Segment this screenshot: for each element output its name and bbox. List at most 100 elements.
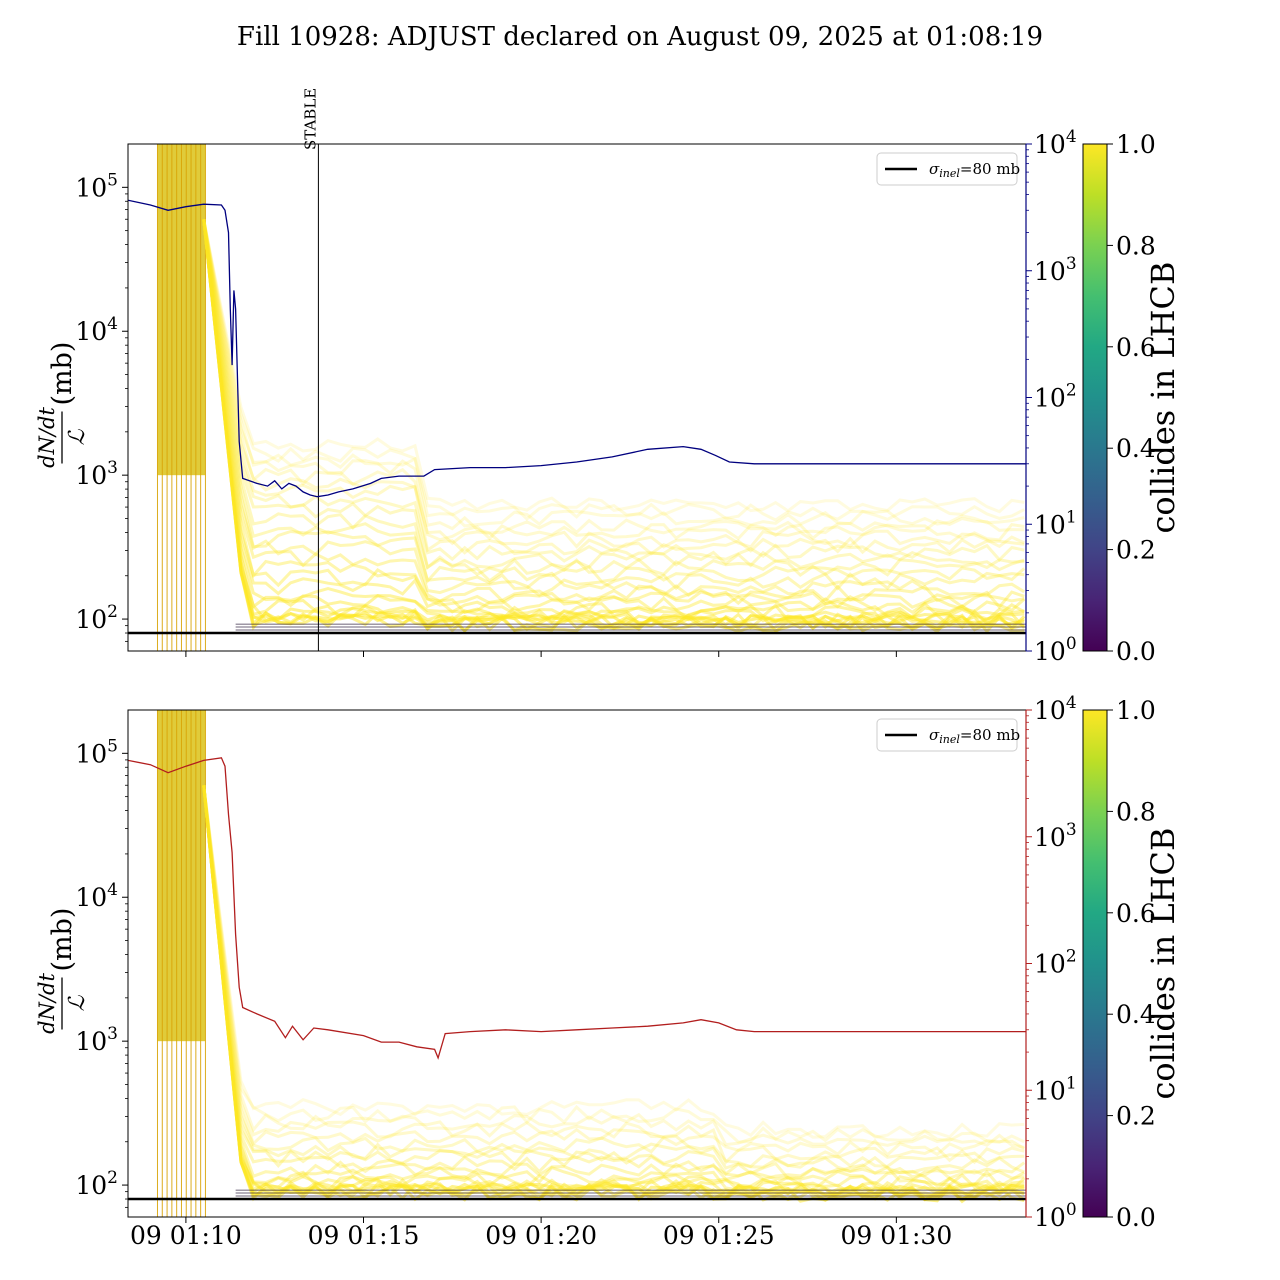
overlay-curve: [202, 219, 1025, 542]
stable-marker: STABLE: [301, 88, 319, 651]
right-tick-label: 101: [1034, 507, 1077, 539]
overlay-curve: [202, 785, 1025, 1189]
right-tick-label-exponent: 1: [1066, 507, 1077, 527]
y-title-denominator: ℒ: [65, 428, 90, 445]
overlay-curve: [202, 785, 1025, 1144]
legend-box: [876, 152, 1018, 186]
legend-sigma: σ: [929, 726, 940, 744]
y-tick-label-base: 10: [75, 605, 107, 634]
overlay-band-top: [156, 144, 1026, 651]
overlay-curve: [202, 785, 1025, 1197]
colorbar-tick-label: 0.8: [1116, 797, 1156, 826]
y-tick-label-base: 10: [75, 461, 107, 490]
y-title-unit: (mb): [47, 342, 78, 406]
right-tick-label-exponent: 3: [1066, 254, 1077, 274]
overlay-curve: [202, 219, 1026, 585]
colorbar-tick-label: 0.0: [1116, 1203, 1156, 1232]
right-tick-label-exponent: 3: [1066, 820, 1077, 840]
y-tick-label-base: 10: [75, 317, 107, 346]
right-tick-label: 100: [1034, 634, 1077, 666]
x-tick-label: 09 01:15: [308, 1221, 420, 1250]
legend-subscript: inel: [939, 167, 960, 180]
overlay-curve: [202, 785, 1025, 1201]
right-tick-label-base: 10: [1034, 384, 1066, 413]
y-label-top: dN/dt ℒ (mb): [35, 342, 90, 468]
overlay-curve: [202, 785, 1025, 1200]
legend-box: [876, 718, 1018, 752]
stable-label: STABLE: [301, 88, 319, 150]
overlay-curve: [202, 219, 1025, 633]
right-tick-label-base: 10: [1034, 1076, 1066, 1105]
x-axis-top: [185, 651, 897, 657]
overlay-curve: [202, 785, 1026, 1181]
overlay-curve: [202, 219, 1025, 522]
right-tick-label: 100: [1034, 1200, 1077, 1232]
right-tick-label-base: 10: [1034, 257, 1066, 286]
x-axis-bottom: 09 01:10 09 01:15 09 01:20 09 01:25 09 01:30: [130, 1217, 952, 1250]
x-tick-label: 09 01:20: [485, 1221, 597, 1250]
right-tick-label-exponent: 4: [1066, 693, 1077, 713]
colorbar-top: 0.0 0.2 0.4 0.6 0.8 1.0 collides in LHCB: [1082, 130, 1182, 666]
right-tick-label-exponent: 0: [1066, 1200, 1077, 1220]
colorbar-tick-label: 0.2: [1116, 1102, 1156, 1131]
y-tick-label-exponent: 2: [107, 602, 118, 622]
colorbar-tick-label: 0.8: [1116, 231, 1156, 260]
overlay-curve: [202, 785, 1026, 1193]
right-tick-label: 102: [1034, 381, 1077, 413]
series-top: [128, 199, 1026, 498]
right-tick-label-exponent: 2: [1066, 381, 1077, 401]
y-axis-title: dN/dt ℒ (mb): [35, 342, 90, 468]
colorbar-tick-label: 0.4: [1116, 434, 1156, 463]
series-line: [128, 199, 1026, 498]
y-tick-label-base: 10: [75, 1027, 107, 1056]
y-tick-label: 103: [75, 458, 118, 490]
overlay-curve: [202, 785, 1025, 1165]
y-tick-label-exponent: 3: [107, 458, 118, 478]
overlay-curve: [202, 785, 1025, 1202]
legend-rest: =80 mb: [960, 160, 1020, 178]
y-tick-label: 102: [75, 1168, 118, 1200]
overlay-curve: [202, 219, 1025, 514]
right-tick-label-base: 10: [1034, 823, 1066, 852]
y-tick-label-base: 10: [75, 1171, 107, 1200]
colorbar-gradient: [1082, 143, 1108, 652]
colorbar-tick-label: 0.2: [1116, 536, 1156, 565]
y-title-denominator: ℒ: [65, 994, 90, 1011]
legend-subscript: inel: [939, 733, 960, 746]
right-tick-label-base: 10: [1034, 1203, 1066, 1232]
right-tick-label: 101: [1034, 1073, 1077, 1105]
colorbar-gradient: [1082, 709, 1108, 1218]
overlay-curve: [202, 219, 1025, 598]
legend-top: σinel=80 mb: [876, 152, 1020, 186]
y-axis-title: dN/dt ℒ (mb): [35, 908, 90, 1034]
x-tick-label: 09 01:30: [840, 1221, 952, 1250]
y-title-unit: (mb): [47, 908, 78, 972]
right-tick-label-base: 10: [1034, 696, 1066, 725]
y-tick-label-base: 10: [75, 883, 107, 912]
y-tick-label: 103: [75, 1024, 118, 1056]
overlay-curve: [202, 785, 1025, 1175]
colorbar-tick-label: 0.6: [1116, 333, 1156, 362]
overlay-curve: [202, 785, 1025, 1169]
legend-bottom: σinel=80 mb: [876, 718, 1020, 752]
right-tick-label: 104: [1034, 127, 1077, 159]
overlay-curve: [202, 219, 1025, 556]
overlay-curve: [202, 219, 1025, 563]
y-tick-label-exponent: 2: [107, 1168, 118, 1188]
overlay-curve: [202, 219, 1025, 623]
overlay-curve: [202, 785, 1026, 1202]
overlay-curve: [202, 219, 1025, 629]
colorbar-tick-label: 1.0: [1116, 696, 1156, 725]
y-tick-label-exponent: 5: [107, 170, 118, 190]
colorbar-bottom: 0.0 0.2 0.4 0.6 0.8 1.0 collides in LHCB: [1082, 696, 1182, 1232]
overlay-curve: [202, 785, 1025, 1203]
right-tick-label-base: 10: [1034, 510, 1066, 539]
overlay-curve: [202, 219, 1025, 626]
